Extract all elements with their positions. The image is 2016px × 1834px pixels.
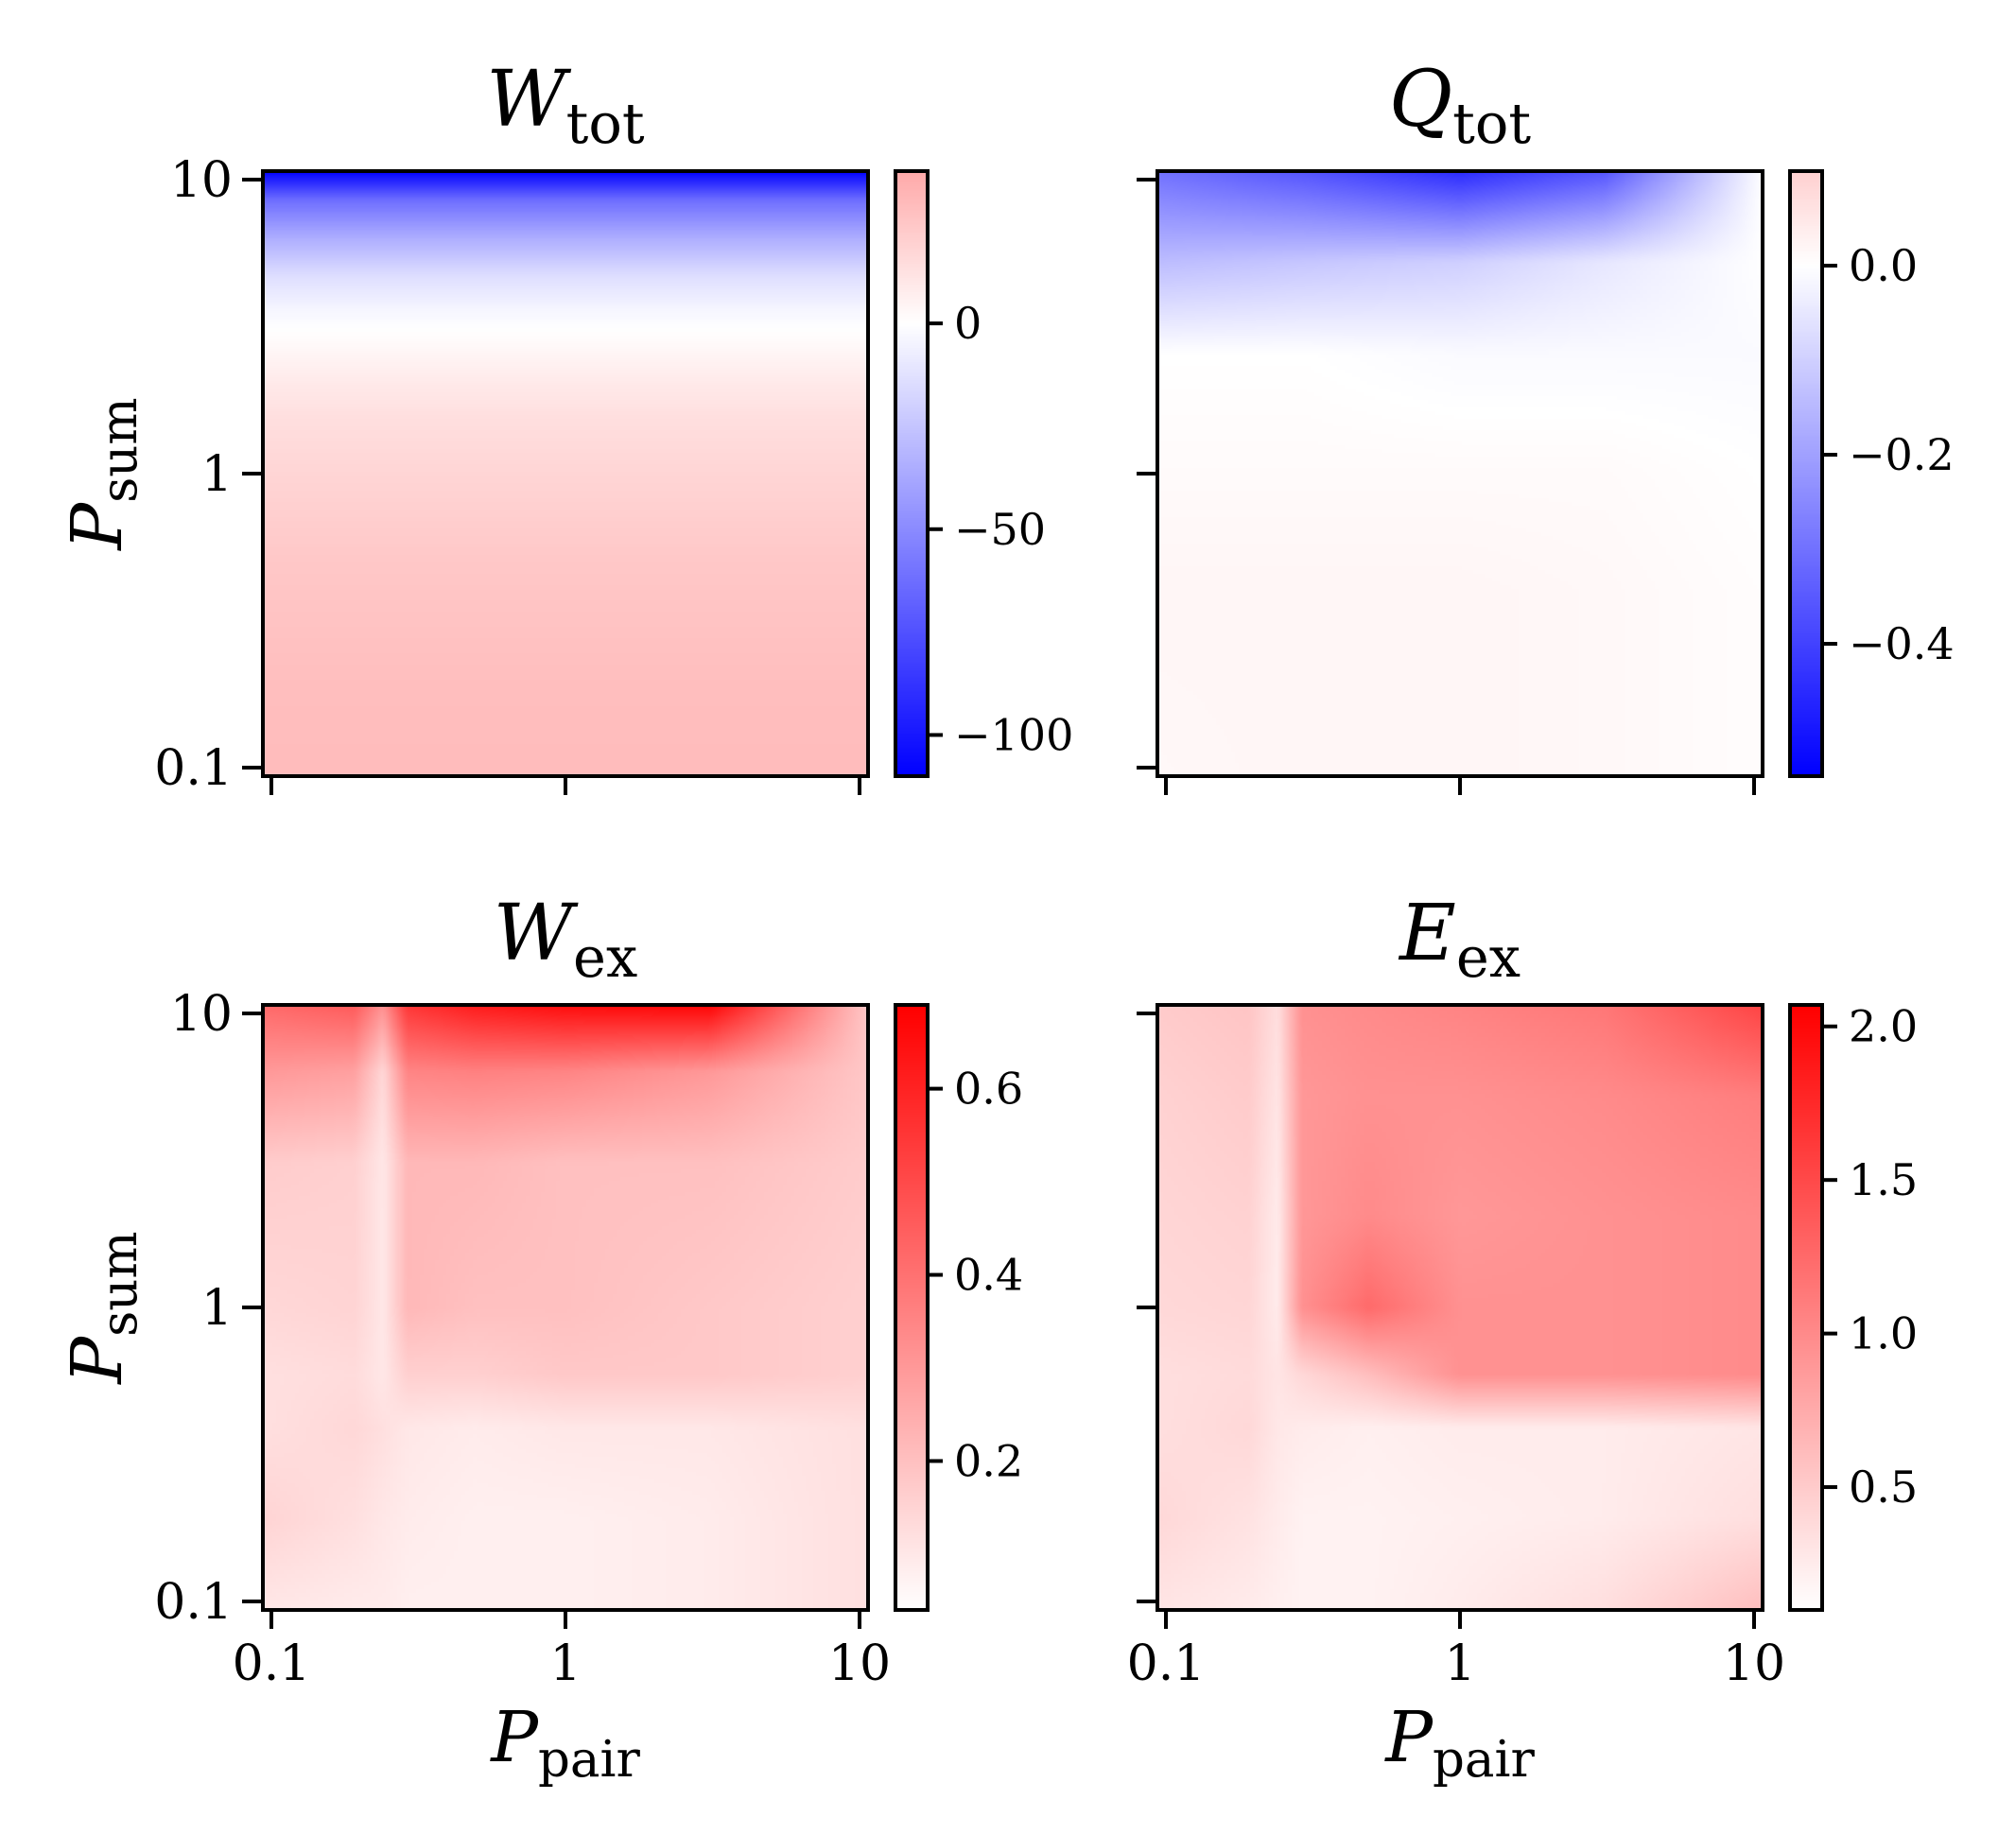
x-axis-label: Ppair xyxy=(489,1697,640,1789)
colorbar-frame xyxy=(1788,1003,1824,1612)
panel-title-sub: ex xyxy=(1456,925,1521,990)
x-axis-label-sub: pair xyxy=(1433,1731,1535,1789)
axes-frame xyxy=(261,1003,870,1612)
heatmap-image xyxy=(1157,1005,1763,1610)
x-tick-label: 0.1 xyxy=(233,1635,311,1692)
colorbar-tick-label: 0.2 xyxy=(954,1435,1023,1486)
y-axis-label: Psum xyxy=(57,1231,148,1385)
colorbar-tick-label: 0.4 xyxy=(954,1250,1023,1301)
panel-title-sub: tot xyxy=(1452,91,1531,156)
y-tick-label: 1 xyxy=(201,1280,233,1337)
y-tick-label: 10 xyxy=(170,986,233,1043)
panel-2: Qtot 0.0 −0.2 −0.4 xyxy=(1137,55,1955,795)
x-tick-label: 10 xyxy=(1723,1635,1785,1692)
colorbar-gradient xyxy=(1790,1005,1822,1610)
heatmap-image xyxy=(263,171,868,776)
heatmap-image xyxy=(1157,171,1763,776)
y-axis-label-sub: sum xyxy=(91,1231,148,1337)
y-tick-label: 1 xyxy=(201,446,233,503)
x-tick-label: 0.1 xyxy=(1127,1635,1206,1692)
colorbar-tick-label: 1.0 xyxy=(1849,1308,1918,1359)
x-tick-label: 10 xyxy=(828,1635,891,1692)
colorbar-frame xyxy=(1788,169,1824,778)
colorbar-gradient xyxy=(895,171,928,776)
panel-title-main: W xyxy=(486,55,571,145)
axes-frame xyxy=(1156,169,1764,778)
panel-1: 0.1 1 10 Wtot Psum 0 −50 −100 xyxy=(57,55,1073,797)
colorbar-tick-label: 0.6 xyxy=(954,1064,1023,1115)
panel-4: 0.1 1 10 Eex Ppair 2.0 1.5 1.0 0.5 xyxy=(1127,889,1919,1789)
colorbar-tick-label: 1.5 xyxy=(1849,1154,1918,1205)
colorbar-gradient xyxy=(895,1005,928,1610)
x-axis-label-sub: pair xyxy=(538,1731,640,1789)
x-axis-label: Ppair xyxy=(1383,1697,1535,1789)
colorbar-gradient xyxy=(1790,171,1822,776)
colorbar-tick-label: −50 xyxy=(954,504,1046,555)
y-tick-label: 0.1 xyxy=(154,1574,233,1631)
panel-title-sub: tot xyxy=(566,91,645,156)
panel-title: Eex xyxy=(1398,889,1521,990)
colorbar-tick-label: −0.2 xyxy=(1849,429,1955,480)
panel-title-main: E xyxy=(1398,889,1456,978)
heatmap-image xyxy=(263,1005,868,1610)
panel-title-main: W xyxy=(494,889,579,978)
panel-title-sub: ex xyxy=(573,925,637,990)
colorbar-tick-label: −100 xyxy=(954,709,1073,760)
panel-title-main: Q xyxy=(1389,55,1452,145)
colorbar-tick-label: 0 xyxy=(954,298,982,349)
colorbar-frame xyxy=(894,169,930,778)
x-tick-label: 1 xyxy=(549,1635,581,1692)
panel-title: Wtot xyxy=(486,55,645,156)
y-axis-label-sub: sum xyxy=(91,397,148,503)
x-tick-label: 1 xyxy=(1444,1635,1475,1692)
x-axis-label-main: P xyxy=(489,1697,539,1778)
y-axis-label-main: P xyxy=(57,502,138,552)
panel-title: Wex xyxy=(494,889,638,990)
panel-title: Qtot xyxy=(1389,55,1531,156)
y-axis-label: Psum xyxy=(57,397,148,551)
y-tick-label: 0.1 xyxy=(154,740,233,797)
axes-frame xyxy=(1156,1003,1764,1612)
colorbar-tick-label: 2.0 xyxy=(1849,1001,1918,1052)
colorbar-tick-label: 0.0 xyxy=(1849,240,1918,291)
y-axis-label-main: P xyxy=(57,1336,138,1386)
colorbar-frame xyxy=(894,1003,930,1612)
y-tick-label: 10 xyxy=(170,152,233,209)
colorbar-tick-label: 0.5 xyxy=(1849,1462,1918,1513)
axes-frame xyxy=(261,169,870,778)
colorbar-tick-label: −0.4 xyxy=(1849,618,1955,669)
x-axis-label-main: P xyxy=(1383,1697,1434,1778)
